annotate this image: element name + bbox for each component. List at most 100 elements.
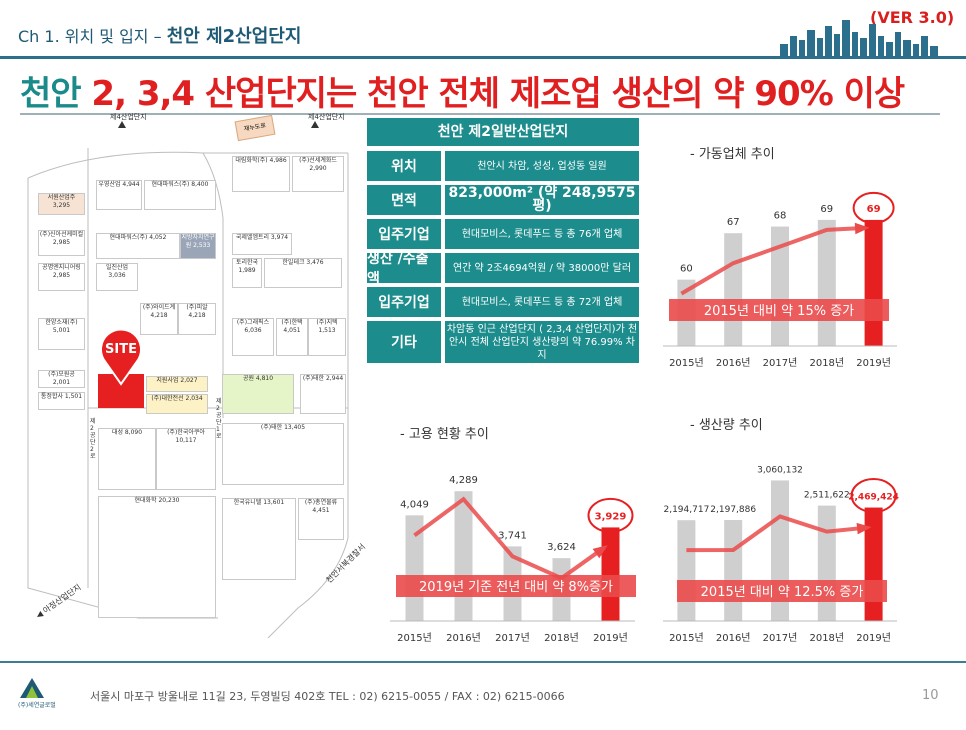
info-key: 기타: [367, 321, 441, 363]
data-label: 2,194,717: [663, 505, 709, 515]
info-value: 연간 약 2조4694억원 / 약 38000만 달러: [445, 253, 639, 283]
location-pin-icon: [100, 330, 142, 386]
map-block: 공원 4,810: [222, 374, 294, 414]
info-key: 입주기업: [367, 219, 441, 249]
data-label: 3,624: [547, 542, 576, 553]
headline-city: 천안: [20, 74, 82, 114]
info-row: 기타 차암동 인근 산업단지 ( 2,3,4 산업단지)가 천안시 전체 산업단지…: [367, 321, 639, 363]
info-row: 입주기업 현대모비스, 롯데푸드 등 총 76개 업체: [367, 219, 639, 249]
data-label: 2,197,886: [710, 505, 756, 515]
data-label: 3,741: [498, 530, 527, 541]
annotation-text: 2015년 대비 약 15% 증가: [704, 304, 854, 319]
map-block: 대림화학(주) 4,986: [232, 156, 290, 192]
info-row: 면적 823,000m² (약 248,9575평): [367, 185, 639, 215]
site-marker: SITE: [96, 330, 146, 410]
data-label: 67: [727, 217, 740, 228]
annotation-text: 2015년 대비 약 12.5% 증가: [701, 585, 864, 600]
city-skyline-icon: [780, 20, 938, 56]
map-block: (주)지텍 1,513: [308, 318, 346, 356]
data-label: 60: [680, 264, 693, 275]
map-roads: [27, 121, 349, 638]
info-value: 현대모비스, 롯데푸드 등 총 72개 업체: [445, 287, 639, 317]
x-tick-label: 2017년: [763, 632, 798, 644]
map-block: 현대파워스(주) 4,052: [96, 233, 180, 259]
info-row: 생산 /수출액 연간 약 2조4694억원 / 약 38000만 달러: [367, 251, 639, 287]
highlight-circle: [850, 478, 897, 514]
annotation-banner: [669, 299, 889, 321]
header-rule: [0, 56, 966, 59]
map-block: 지방자치연구원 2,533: [180, 233, 216, 259]
map-label-north-right: 제4산업단지: [308, 113, 345, 121]
headline-rule: [20, 113, 940, 115]
data-label: 2,511,622: [804, 491, 850, 501]
trend-arrowhead: [854, 222, 870, 235]
annotation-banner: [396, 575, 636, 597]
info-key: 면적: [367, 185, 441, 215]
data-label: 4,289: [449, 475, 478, 486]
headline: 천안 2, 3,4 산업단지는 천안 전체 제조업 생산의 약 90% 이상: [20, 66, 905, 115]
info-value: 823,000m² (약 248,9575평): [445, 185, 639, 215]
map-block: (주)선세계화드 2,990: [292, 156, 344, 192]
map-block: 토리한국 1,989: [232, 258, 262, 288]
bar: [864, 219, 883, 346]
x-tick-label: 2018년: [544, 632, 579, 644]
map-block: 통정합사 1,501: [38, 392, 85, 410]
chart-employment: 4,049 2015년 4,289 2016년 3,741 2017년 3,624 2018년…: [390, 475, 636, 644]
map-block: 우영산업 4,944: [96, 180, 142, 210]
x-tick-label: 2019년: [856, 632, 891, 644]
chapter-label: Ch 1. 위치 및 입지 –: [18, 27, 162, 46]
data-label: 68: [774, 211, 787, 222]
company-logo-icon: [20, 678, 44, 698]
map-block: (주)그래픽스 6,036: [232, 318, 274, 356]
trend-arrowhead: [592, 545, 608, 559]
x-tick-label: 2019년: [856, 357, 891, 369]
map-block: 서원산업주 3,295: [38, 193, 85, 215]
info-row: 위치 천안시 차암, 성성, 업성동 일원: [367, 151, 639, 181]
map-block: 한양소재(주) 5,001: [38, 318, 85, 350]
map-block: 현대화학 20,230: [98, 496, 216, 618]
map-block: 지원사업 2,027: [146, 376, 208, 392]
info-value: 차암동 인근 산업단지 ( 2,3,4 산업단지)가 천안시 전체 산업단지 생…: [445, 321, 639, 363]
site-label: SITE: [105, 342, 137, 357]
map-block: 현대파워스(주) 8,400: [144, 180, 216, 210]
bar: [864, 507, 883, 621]
bar: [724, 520, 743, 621]
x-tick-label: 2018년: [809, 357, 844, 369]
x-tick-label: 2015년: [397, 632, 432, 644]
chart-title-production: - 생산량 추이: [690, 418, 763, 433]
map-block: (주)태한 13,405: [222, 423, 344, 485]
site-map: 제4산업단지 제4산업단지 재누도로 서원산업주 3,295 우영산업 4,94…: [18, 113, 367, 638]
bar: [601, 527, 620, 621]
data-label: 2,469,424: [848, 493, 899, 503]
x-tick-label: 2015년: [669, 632, 704, 644]
info-title: 천안 제2일반산업단지: [367, 118, 639, 146]
highlight-circle: [852, 191, 895, 224]
footer-address: 서울시 마포구 방울내로 11길 23, 두영빌딩 402호 TEL : 02)…: [90, 690, 565, 703]
data-label: 69: [820, 204, 833, 215]
map-block: 공명엔지니어링 2,985: [38, 263, 85, 291]
x-tick-label: 2015년: [669, 357, 704, 369]
park-name: 천안 제2산업단지: [166, 26, 302, 47]
chart-production: 2,194,717 2015년 2,197,886 2016년 3,060,132 201…: [663, 465, 899, 644]
map-block: 한일테크 3,476: [264, 258, 342, 288]
map-block: (주)한국아쿠아 10,117: [156, 428, 216, 490]
chart-companies: 60 2015년 67 2016년 68 2017년 69 2018년 69 2019년 2015년…: [663, 191, 897, 369]
map-block: (주)한택 4,051: [276, 318, 308, 356]
trend-arrow: [413, 496, 606, 581]
info-key: 생산 /수출액: [367, 251, 441, 287]
bar: [454, 491, 473, 621]
bar: [817, 219, 836, 346]
map-block: (주)대한전선 2,034: [146, 394, 208, 414]
map-block: (주)와이드계 4,218: [140, 303, 178, 335]
map-block: (주)모원공 2,001: [38, 370, 85, 388]
version-label: (VER 3.0): [870, 8, 955, 27]
info-value: 현대모비스, 롯데푸드 등 총 76개 업체: [445, 219, 639, 249]
bar: [677, 520, 696, 621]
annotation-text: 2019년 기준 전년 대비 약 8%증가: [419, 580, 613, 595]
data-label: 3,929: [595, 511, 627, 522]
info-row: 입주기업 현대모비스, 롯데푸드 등 총 72개 업체: [367, 287, 639, 317]
map-block: 한국유니텔 13,601: [222, 498, 296, 580]
trend-arrow: [686, 514, 868, 553]
page-number: 10: [922, 688, 939, 703]
chart-title-companies: - 가동업체 추이: [690, 147, 775, 162]
